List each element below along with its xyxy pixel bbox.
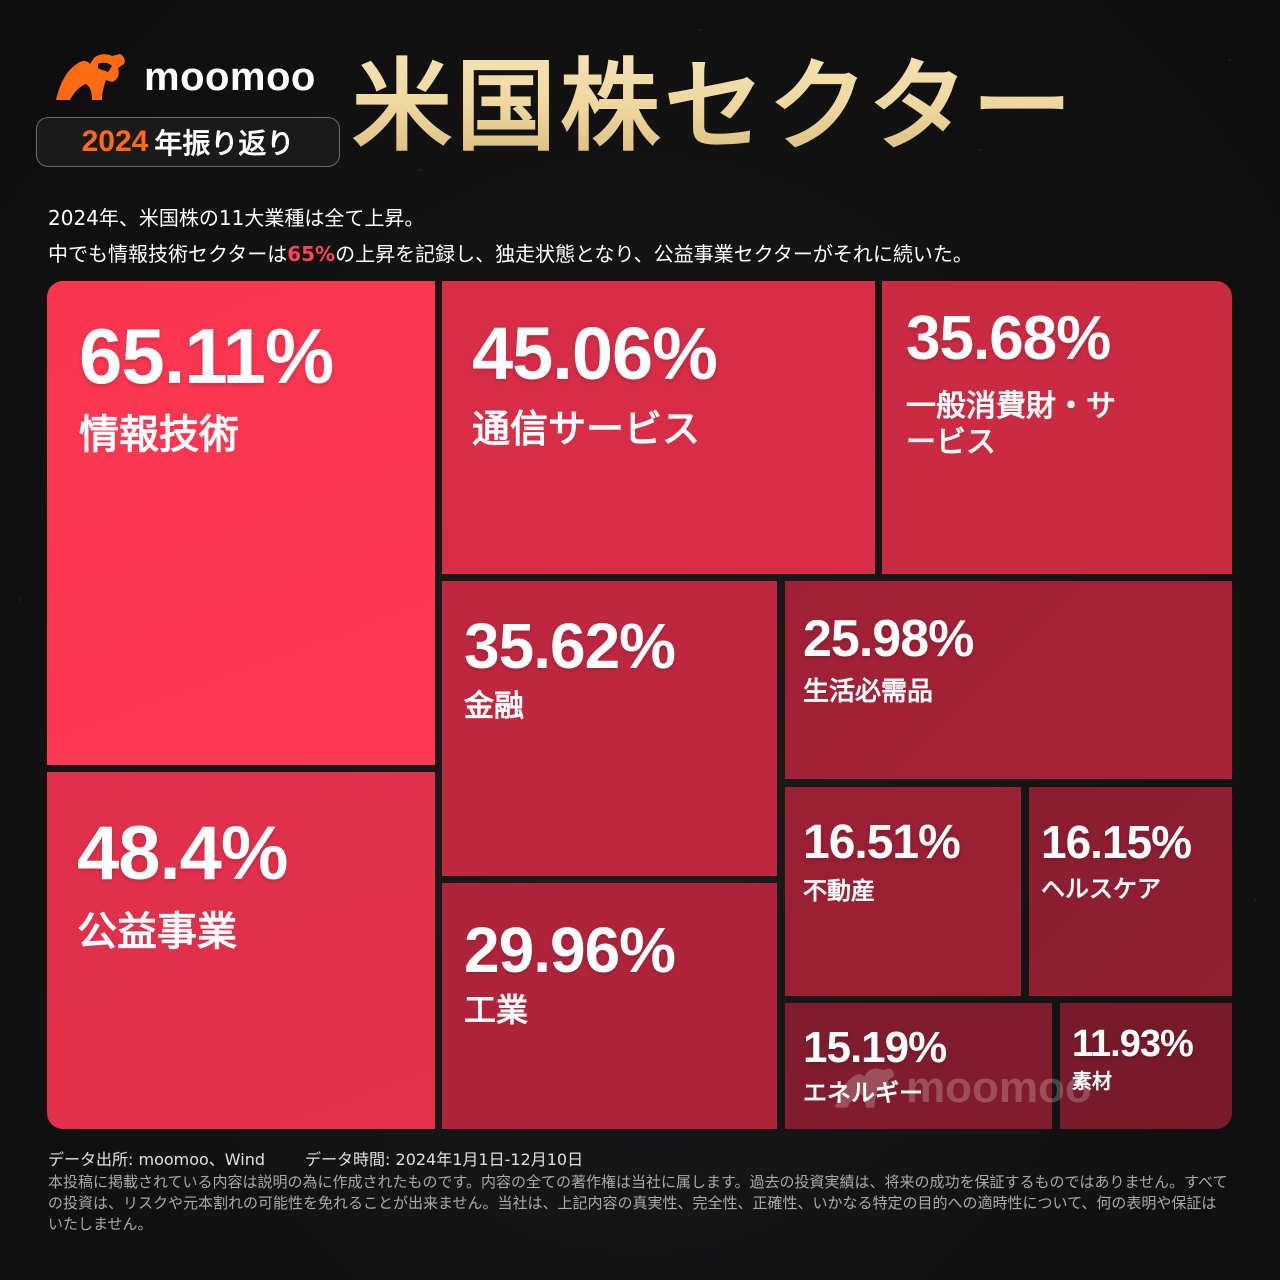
cell-value: 45.06%	[472, 312, 718, 395]
disclaimer: 本投稿に掲載されている内容は説明の為に作成されたものです。内容の全ての著作権は当…	[48, 1173, 1228, 1233]
treemap-cell-communication-services: 45.06% 通信サービス	[442, 281, 875, 574]
year-review-badge: 2024 年振り返り	[36, 117, 340, 167]
page-title: 米国株セクター	[352, 42, 1076, 172]
intro-line-1: 2024年、米国株の11大業種は全て上昇。	[48, 206, 425, 230]
bull-icon	[56, 54, 125, 100]
cell-label: 金融	[464, 689, 524, 724]
moomoo-logo: moomoo	[50, 52, 316, 102]
data-source: データ出所: moomoo、Wind	[48, 1150, 266, 1169]
treemap-cell-consumer-discretionary: 35.68% 一般消費財・サービス	[882, 281, 1232, 574]
treemap-cell-industrials: 29.96% 工業	[442, 883, 777, 1129]
cell-value: 35.62%	[464, 610, 676, 682]
treemap-cell-energy: 15.19% エネルギー	[785, 1003, 1052, 1129]
cell-label: 情報技術	[79, 412, 239, 458]
cell-value: 29.96%	[464, 914, 676, 986]
logo-text: moomoo	[144, 54, 316, 99]
data-source-info: データ出所: moomoo、Wind データ時間: 2024年1月1日-12月10…	[48, 1146, 583, 1170]
cell-value: 48.4%	[77, 811, 288, 896]
treemap-cell-information-technology: 65.11% 情報技術	[47, 281, 435, 765]
treemap-cell-utilities: 48.4% 公益事業	[47, 772, 435, 1129]
cell-label: 通信サービス	[472, 407, 701, 451]
badge-year: 2024	[81, 125, 149, 158]
data-period: データ時間: 2024年1月1日-12月10日	[305, 1150, 584, 1169]
treemap-cell-materials: 11.93% 素材	[1060, 1003, 1232, 1129]
sector-treemap: 65.11% 情報技術 48.4% 公益事業 45.06% 通信サービス 35.…	[47, 281, 1232, 1129]
cell-value: 35.68%	[906, 304, 1111, 373]
cell-value: 25.98%	[803, 610, 974, 668]
cell-value: 16.15%	[1041, 816, 1192, 868]
intro-text: 2024年、米国株の11大業種は全て上昇。 中でも情報技術セクターは65%の上昇…	[48, 200, 973, 272]
intro-line-2-end: の上昇を記録し、独走状態となり、公益事業セクターがそれに続いた。	[335, 242, 973, 266]
cell-label: 一般消費財・サービス	[906, 389, 1116, 460]
cell-label: 工業	[464, 991, 529, 1029]
cell-label: 生活必需品	[803, 677, 934, 707]
cell-label: ヘルスケア	[1041, 875, 1161, 903]
intro-line-2: 中でも情報技術セクターは65%の上昇を記録し、独走状態となり、公益事業セクターが…	[48, 236, 973, 272]
cell-label: 不動産	[803, 877, 875, 905]
cell-label: 素材	[1072, 1069, 1112, 1093]
cell-label: エネルギー	[803, 1079, 923, 1107]
intro-line-2-start: 中でも情報技術セクターは	[48, 242, 288, 266]
treemap-cell-health-care: 16.15% ヘルスケア	[1029, 787, 1232, 996]
treemap-cell-consumer-staples: 25.98% 生活必需品	[785, 581, 1232, 779]
cell-value: 11.93%	[1072, 1023, 1194, 1065]
intro-highlight: 65%	[287, 242, 336, 266]
cell-value: 65.11%	[79, 312, 334, 400]
treemap-cell-financials: 35.62% 金融	[442, 581, 777, 876]
badge-text: 年振り返り	[154, 127, 295, 160]
cell-value: 15.19%	[803, 1023, 947, 1072]
cell-label: 公益事業	[77, 909, 237, 955]
treemap-cell-real-estate: 16.51% 不動産	[785, 787, 1021, 996]
cell-value: 16.51%	[803, 816, 961, 869]
